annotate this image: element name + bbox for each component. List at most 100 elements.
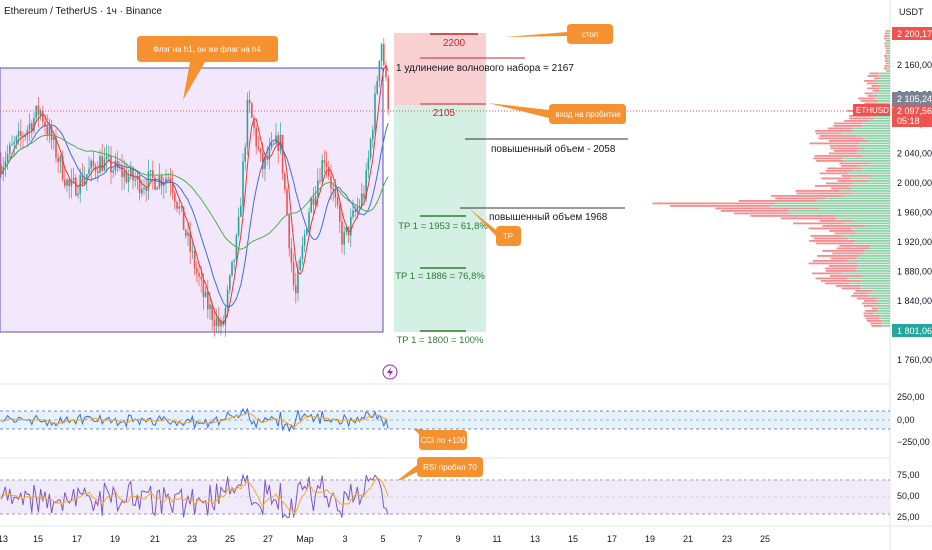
volume-profile-bar	[885, 52, 888, 55]
stop-callout-text: стоп	[582, 30, 598, 39]
candle-body	[343, 232, 345, 245]
volume-profile-bar	[856, 297, 879, 300]
volume-profile-bar	[818, 137, 864, 140]
volume-profile-bar	[858, 165, 890, 167]
volume-profile-bar	[832, 252, 864, 255]
volume-profile-bar	[830, 257, 857, 260]
volume-profile-bar	[825, 197, 890, 200]
candle-body	[72, 177, 75, 181]
tp-callout[interactable]: TP	[470, 209, 521, 246]
volume-profile-bar	[887, 40, 890, 42]
candle-body	[301, 245, 304, 259]
tp1-label: TP 1 = 1953 = 61,8%	[398, 221, 488, 232]
volume-profile-bar	[868, 295, 890, 297]
candle-body	[288, 214, 290, 249]
volume-profile-bar	[857, 152, 890, 155]
candle-body	[77, 193, 79, 196]
candle-body	[169, 178, 172, 184]
ma-red-line	[0, 64, 389, 324]
volume-profile-bar	[871, 175, 890, 177]
candle-body	[116, 160, 119, 168]
stop-zone[interactable]	[394, 33, 486, 105]
stop-level-label: 2200	[443, 38, 466, 49]
volume-profile-bar	[815, 242, 854, 245]
volume-profile-bar	[873, 312, 890, 315]
volume-profile-bar	[819, 207, 890, 210]
volume-profile-bar	[887, 62, 890, 65]
volume-profile-bar	[829, 230, 854, 232]
cci-callout[interactable]: CCI по +100	[400, 417, 467, 450]
volume-profile-bar	[885, 30, 888, 32]
candle-body	[200, 276, 202, 280]
candle-body	[61, 156, 64, 180]
volume-profile-bar	[886, 50, 889, 52]
volume-profile-bar	[795, 190, 840, 192]
volume-profile-bar	[842, 132, 890, 135]
volume-profile-bar	[877, 75, 890, 77]
candle-body	[132, 168, 134, 181]
volume-profile-bar	[669, 205, 770, 207]
candle-body	[97, 171, 99, 173]
volume-profile-bar	[886, 70, 888, 72]
volume-profile-bar	[847, 260, 890, 262]
flag-rectangle[interactable]	[0, 67, 384, 333]
volume-profile-bar	[871, 85, 881, 87]
candle-body	[246, 99, 249, 148]
volume-profile-bar	[867, 120, 890, 122]
candle-body	[176, 201, 178, 209]
flag-callout[interactable]: Флэг на h1, он же флаг на h4	[137, 36, 278, 100]
candle-body	[226, 289, 229, 309]
volume-profile-bar	[871, 307, 879, 310]
time-tick: 21	[683, 534, 693, 544]
candle-body	[39, 110, 42, 116]
candle-body	[229, 275, 231, 290]
candle-body	[204, 291, 207, 297]
candle-body	[165, 178, 167, 183]
candle-body	[127, 176, 130, 183]
volume-profile-bar	[864, 147, 890, 150]
currency-label[interactable]: USDT	[899, 7, 924, 17]
volume-profile-bar	[874, 117, 890, 120]
flag-callout-text: Флэг на h1, он же флаг на h4	[153, 45, 261, 54]
symbol-tag-text: ETHUSDT	[856, 106, 894, 115]
volume-profile-bar	[860, 100, 878, 102]
candle-body	[42, 110, 44, 122]
time-axis[interactable]: 13 15 17 19 21 23 25 27 Мар 3 5 7 9 11 13 15 17 19 21 23 25	[0, 534, 770, 544]
candle-body	[251, 103, 253, 118]
candle-body	[328, 166, 330, 177]
volume-profile-bar	[868, 292, 890, 295]
candle-body	[187, 232, 189, 236]
stop-callout[interactable]: стоп	[505, 24, 613, 44]
candle-body	[257, 146, 260, 149]
volume-profile-bar	[883, 67, 888, 70]
lightning-icon[interactable]	[382, 364, 398, 380]
candle-body	[141, 189, 143, 194]
candle-body	[53, 136, 55, 141]
candle-body	[312, 198, 315, 205]
rsi-callout[interactable]: RSI пробил 70	[393, 457, 483, 484]
volume-profile-bar	[878, 82, 890, 85]
candle-body	[255, 127, 257, 147]
volume-profile-bar	[750, 215, 836, 217]
candle-body	[149, 170, 152, 172]
volume-profile-bar	[885, 40, 888, 42]
target-zone[interactable]	[394, 105, 486, 332]
volume-profile-bar	[734, 212, 789, 215]
candle-body	[68, 179, 70, 187]
candle-body	[48, 126, 51, 135]
candle-body	[292, 262, 295, 286]
candle-body	[136, 175, 139, 180]
symbol-title[interactable]: Ethereum / TetherUS · 1ч · Binance	[4, 6, 162, 17]
volume-profile-bar	[812, 260, 848, 262]
volume-profile-bar	[835, 217, 890, 220]
candle-body	[286, 189, 288, 215]
volume-profile-bar	[874, 300, 890, 302]
volume-profile-bar	[877, 100, 890, 102]
entry-callout[interactable]: вход на пробитие	[488, 103, 626, 124]
volume-profile-bar	[809, 240, 855, 242]
candle-body	[44, 121, 46, 127]
volume-profile-bar	[849, 185, 890, 187]
volume-profile-bar	[887, 67, 890, 70]
